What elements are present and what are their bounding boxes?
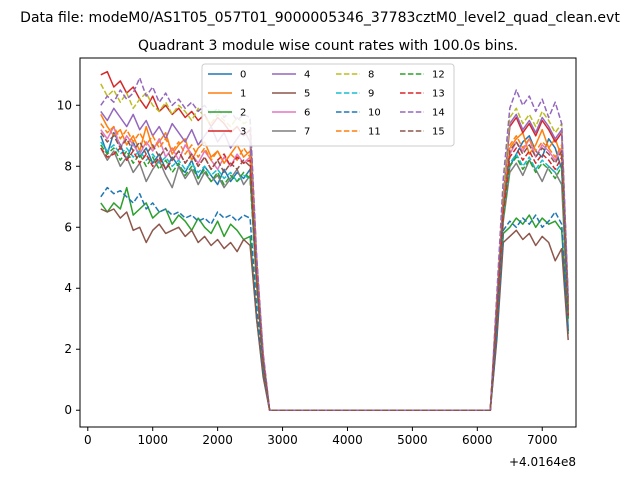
x-tick-label: 1000 <box>137 433 168 447</box>
legend-label-0: 0 <box>240 70 246 81</box>
series-line-14 <box>100 77 569 411</box>
legend-label-7: 7 <box>304 127 310 138</box>
series-line-7 <box>100 147 569 411</box>
y-tick-label: 0 <box>64 403 72 417</box>
legend-label-2: 2 <box>240 108 246 119</box>
x-tick-label: 4000 <box>332 433 363 447</box>
legend-label-3: 3 <box>240 127 246 138</box>
y-tick-label: 10 <box>57 98 72 112</box>
series-line-15 <box>100 132 569 411</box>
legend-label-14: 14 <box>432 108 445 119</box>
series-line-10 <box>100 186 569 411</box>
series-line-12 <box>100 144 569 411</box>
series-line-13 <box>100 147 569 411</box>
legend-box <box>201 63 455 147</box>
series-layer <box>100 70 569 411</box>
x-tick-label: 6000 <box>462 433 493 447</box>
series-line-9 <box>100 141 569 411</box>
y-tick-label: 6 <box>64 220 72 234</box>
y-tick-label: 8 <box>64 159 72 173</box>
legend-label-5: 5 <box>304 89 310 100</box>
plot-frame <box>79 57 577 428</box>
series-line-0 <box>100 131 569 411</box>
x-tick-label: 0 <box>84 433 92 447</box>
series-line-2 <box>100 186 569 411</box>
legend-label-11: 11 <box>368 127 381 138</box>
series-line-5 <box>100 208 569 411</box>
x-tick-label: 3000 <box>267 433 298 447</box>
legend-label-10: 10 <box>368 108 381 119</box>
y-tick-label: 2 <box>64 342 72 356</box>
legend-label-15: 15 <box>432 127 445 138</box>
figure-suptitle: Data file: modeM0/AS1T05_057T01_90000053… <box>20 10 620 26</box>
legend-label-12: 12 <box>432 70 445 81</box>
y-tick-label: 4 <box>64 281 72 295</box>
legend-label-6: 6 <box>304 108 310 119</box>
legend-label-8: 8 <box>368 70 374 81</box>
series-line-11 <box>100 123 569 411</box>
x-tick-label: 7000 <box>527 433 558 447</box>
chart-title: Quadrant 3 module wise count rates with … <box>138 38 518 54</box>
x-tick-label: 5000 <box>397 433 428 447</box>
x-tick-label: 2000 <box>202 433 233 447</box>
legend-label-1: 1 <box>240 89 246 100</box>
legend-label-4: 4 <box>304 70 310 81</box>
x-offset-label: +4.0164e8 <box>509 455 576 469</box>
legend-label-13: 13 <box>432 89 445 100</box>
axes-layer: 0 1000 2000 3000 4000 5000 6000 7000 0 2 4 6 8 10 <box>57 98 558 447</box>
legend-label-9: 9 <box>368 89 374 100</box>
